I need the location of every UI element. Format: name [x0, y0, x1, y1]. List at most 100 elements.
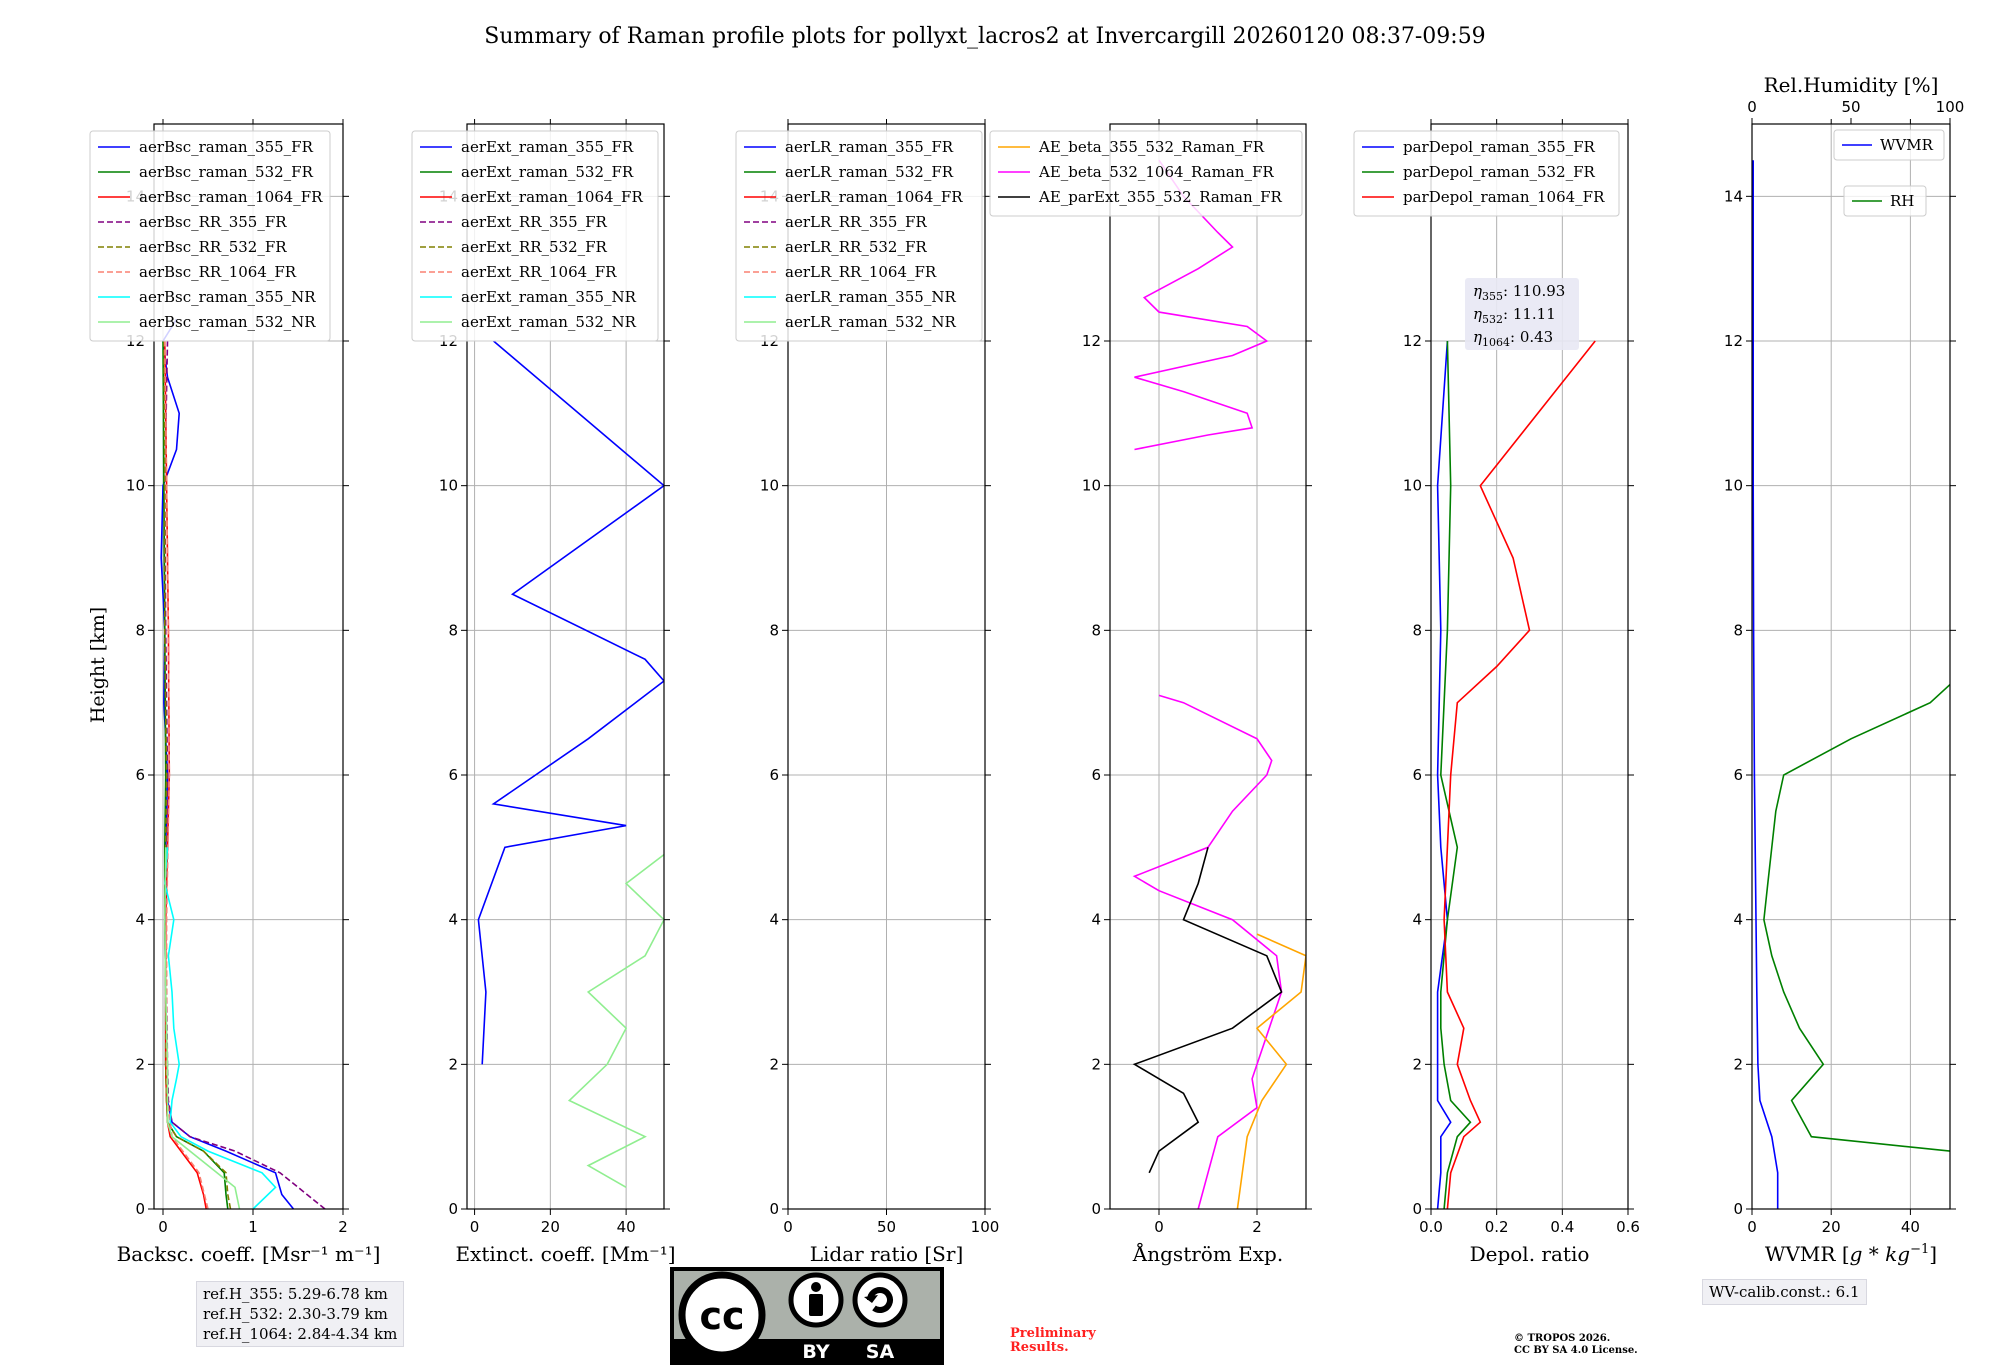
- axes-frame-angstrom: [1109, 123, 1307, 1210]
- y-tick-label: 4: [448, 911, 458, 929]
- y-tick-label: 2: [448, 1055, 458, 1073]
- series-AE_beta_532_1064_Raman_FR: [1132, 694, 1283, 1209]
- y-tick-label: 2: [1412, 1055, 1422, 1073]
- y-tick-label: 4: [1091, 911, 1101, 929]
- ref-height-box: ref.H_355: 5.29-6.78 km ref.H_532: 2.30-…: [196, 1281, 405, 1347]
- y-tick-label: 6: [769, 766, 779, 784]
- legend-label: aerLR_raman_355_FR: [785, 138, 954, 156]
- legend-label: aerLR_RR_355_FR: [785, 213, 927, 231]
- y-tick-label: 0: [135, 1200, 145, 1218]
- x-tick-label: 40: [1901, 1218, 1920, 1236]
- legend-label: aerExt_RR_355_FR: [461, 213, 608, 231]
- y-tick-label: 0: [769, 1200, 779, 1218]
- legend-label: aerBsc_raman_532_NR: [139, 313, 316, 331]
- y-tick-label: 6: [448, 766, 458, 784]
- y-tick-label: 6: [1733, 766, 1743, 784]
- legend-box: [735, 130, 983, 342]
- y-tick-label: 10: [1082, 477, 1101, 495]
- legend-box: [989, 130, 1303, 217]
- y-tick-label: 6: [1412, 766, 1422, 784]
- legend-label: aerLR_RR_532_FR: [785, 238, 927, 256]
- legend-label: aerLR_raman_532_FR: [785, 163, 954, 181]
- legend-label: aerLR_raman_1064_FR: [785, 188, 963, 206]
- y-tick-label: 10: [126, 477, 145, 495]
- x-axis-label: WVMR [g * kg−1]: [1765, 1242, 1937, 1266]
- axes-frame-wvmr: [1751, 123, 1951, 1210]
- y-tick-label: 8: [1091, 621, 1101, 639]
- legend-label: WVMR: [1880, 136, 1934, 154]
- x-tick-label: 50: [877, 1218, 896, 1236]
- legend-box: [1353, 130, 1620, 217]
- legend-label: aerExt_RR_1064_FR: [461, 263, 617, 281]
- legend-label: aerLR_raman_355_NR: [785, 288, 956, 306]
- eta-label: η532: 11.11: [1473, 305, 1556, 326]
- series-AE_beta_532_1064_Raman_FR: [1134, 159, 1269, 451]
- panel-extinction: 0204002468101214Extinct. coeff. [Mm⁻¹]ae…: [411, 119, 676, 1266]
- legend-label: aerBsc_raman_355_NR: [139, 288, 316, 306]
- y-tick-label: 14: [1724, 187, 1743, 205]
- legend-label: aerExt_raman_355_NR: [461, 288, 637, 306]
- x-tick-label: 0.4: [1550, 1218, 1574, 1236]
- x-tick-label: 0: [158, 1218, 168, 1236]
- series-aerExt_raman_355_FR: [477, 340, 664, 1065]
- legend-label: aerLR_raman_532_NR: [785, 313, 956, 331]
- series-aerBsc_raman_355_NR: [163, 847, 277, 1209]
- ref-height-355: ref.H_355: 5.29-6.78 km: [203, 1285, 388, 1303]
- x-tick-label: 2: [1252, 1218, 1262, 1236]
- y-tick-label: 4: [1412, 911, 1422, 929]
- y-tick-label: 2: [769, 1055, 779, 1073]
- y-tick-label: 4: [769, 911, 779, 929]
- x-tick-label: 20: [541, 1218, 560, 1236]
- panel-lidar_ratio: 05010002468101214Lidar ratio [Sr]aerLR_r…: [735, 119, 1000, 1266]
- legend-label: aerExt_raman_1064_FR: [461, 188, 643, 206]
- license-line-1: © TROPOS 2026.: [1514, 1333, 1611, 1344]
- series-parDepol_raman_532_FR: [1439, 340, 1472, 1209]
- x-tick-label: 1: [248, 1218, 258, 1236]
- legend-label: RH: [1890, 192, 1914, 210]
- cc-logo-icon: [678, 1271, 766, 1359]
- series-parDepol_raman_355_FR: [1436, 340, 1452, 1209]
- license-note: © TROPOS 2026. CC BY SA 4.0 License.: [1514, 1333, 1638, 1357]
- top-x-tick-label: 0: [1747, 98, 1757, 116]
- cc-by-sa-badge: cc BY SA: [670, 1267, 944, 1365]
- x-tick-label: 0: [470, 1218, 480, 1236]
- panel-depol: 0.0 0.2 0.4 0.6 0 2 4 6 8 10 12 Depol. ratio parDepo…: [1353, 119, 1640, 1266]
- legend-label: aerExt_raman_532_FR: [461, 163, 634, 181]
- legend-label: AE_beta_532_1064_Raman_FR: [1038, 163, 1274, 181]
- legend-label: aerExt_raman_355_FR: [461, 138, 634, 156]
- series-WVMR: [1752, 160, 1779, 1209]
- y-tick-label: 0: [1091, 1200, 1101, 1218]
- eta-label: η1064: 0.43: [1473, 328, 1553, 349]
- legend-label: AE_parExt_355_532_Raman_FR: [1038, 188, 1283, 206]
- legend-label: aerBsc_RR_532_FR: [139, 238, 287, 256]
- series-RH: [1763, 683, 1950, 1152]
- preliminary-line-2: Results.: [1010, 1340, 1069, 1355]
- y-axis-label: Height [km]: [87, 607, 109, 723]
- legend-box: [411, 130, 659, 342]
- plot-area-backscatter: [160, 318, 326, 1209]
- y-tick-label: 10: [1403, 477, 1422, 495]
- x-tick-label: 0: [783, 1218, 793, 1236]
- x-tick-label: 20: [1822, 1218, 1841, 1236]
- x-axis-label: Depol. ratio: [1470, 1242, 1590, 1266]
- y-tick-label: 4: [1733, 911, 1743, 929]
- legend-label: aerBsc_raman_355_FR: [139, 138, 314, 156]
- y-tick-label: 10: [439, 477, 458, 495]
- series-aerBsc_RR_1064_FR: [164, 340, 209, 1209]
- y-tick-label: 12: [1403, 332, 1422, 350]
- y-tick-label: 8: [769, 621, 779, 639]
- x-tick-label: 0.6: [1616, 1218, 1640, 1236]
- y-tick-label: 2: [1091, 1055, 1101, 1073]
- series-AE_beta_355_532_Raman_FR: [1236, 933, 1306, 1209]
- series-aerExt_raman_532_NR: [567, 853, 664, 1188]
- series-aerBsc_raman_532_NR: [163, 847, 241, 1209]
- x-tick-label: 100: [971, 1218, 1000, 1236]
- preliminary-line-1: Preliminary: [1010, 1326, 1096, 1341]
- y-tick-label: 0: [448, 1200, 458, 1218]
- y-tick-label: 6: [1091, 766, 1101, 784]
- y-tick-label: 12: [1724, 332, 1743, 350]
- eta-label: η355: 110.93: [1473, 282, 1565, 303]
- x-tick-label: 0: [1747, 1218, 1757, 1236]
- x-tick-label: 40: [617, 1218, 636, 1236]
- y-tick-label: 8: [135, 621, 145, 639]
